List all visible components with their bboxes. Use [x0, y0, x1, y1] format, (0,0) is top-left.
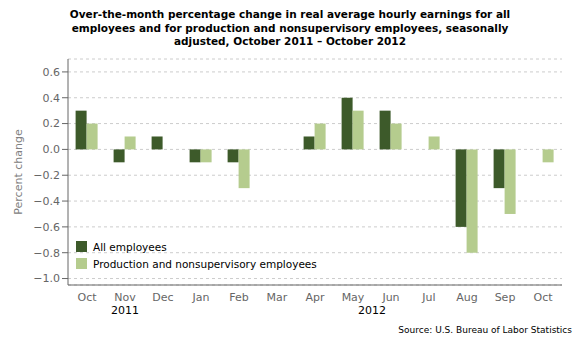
svg-text:−0.2: −0.2: [33, 169, 60, 182]
svg-text:Dec: Dec: [152, 291, 173, 304]
svg-text:Mar: Mar: [267, 291, 288, 304]
svg-text:0.0: 0.0: [43, 143, 61, 156]
svg-text:−0.8: −0.8: [33, 247, 60, 260]
svg-text:−0.6: −0.6: [33, 221, 60, 234]
svg-text:−1.0: −1.0: [33, 272, 60, 285]
html-text:Over-the-month percentage chan: Over-the-month percentage change in real…: [69, 8, 511, 48]
html-text:All employees: All employees: [93, 240, 167, 253]
svg-text:Jul: Jul: [421, 291, 435, 304]
svg-text:Oct: Oct: [533, 291, 553, 304]
svg-text:Jan: Jan: [192, 291, 210, 304]
svg-text:Sep: Sep: [495, 291, 516, 304]
svg-text:Feb: Feb: [229, 291, 248, 304]
svg-text:Nov: Nov: [114, 291, 136, 304]
svg-text:Oct: Oct: [77, 291, 97, 304]
html-text:2011: 2011: [111, 303, 139, 317]
svg-text:Apr: Apr: [305, 291, 325, 304]
svg-text:0.2: 0.2: [43, 117, 61, 130]
svg-text:Percent change: Percent change: [12, 129, 25, 215]
svg-text:0.6: 0.6: [43, 66, 61, 79]
svg-text:−0.4: −0.4: [33, 195, 60, 208]
svg-text:Jun: Jun: [381, 291, 399, 304]
html-text:Source: U.S. Bureau of Labor S: Source: U.S. Bureau of Labor Statistics: [398, 324, 572, 335]
html-text:Production and nonsupervisory: Production and nonsupervisory employees: [93, 257, 317, 270]
html-text:2012: 2012: [358, 303, 386, 317]
svg-text:0.4: 0.4: [43, 92, 61, 105]
svg-text:May: May: [342, 291, 365, 304]
svg-text:Aug: Aug: [456, 291, 477, 304]
